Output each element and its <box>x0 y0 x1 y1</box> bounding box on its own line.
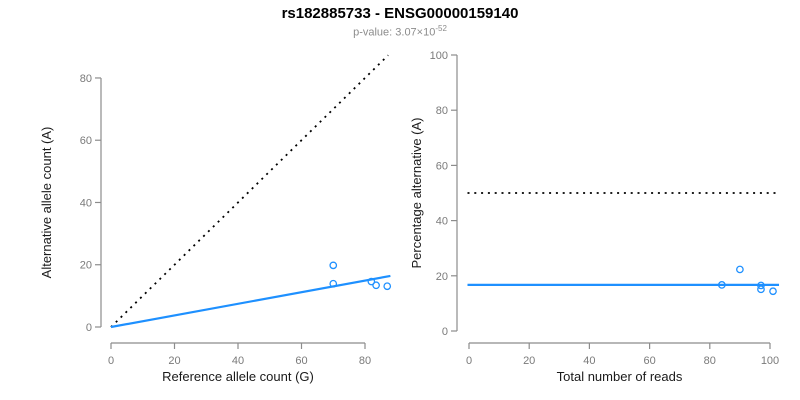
y-tick-label: 0 <box>442 326 448 338</box>
x-tick-label: 20 <box>523 355 535 367</box>
data-point <box>383 282 392 291</box>
data-point <box>329 279 338 288</box>
x-tick-label: 80 <box>359 355 371 367</box>
data-point <box>736 265 744 274</box>
x-tick-label: 60 <box>643 355 655 367</box>
data-point <box>329 261 338 270</box>
x-tick-label: 0 <box>108 355 114 367</box>
data-point <box>757 281 765 290</box>
x-tick-label: 60 <box>295 355 307 367</box>
x-axis-title: Reference allele count (G) <box>162 369 314 384</box>
y-tick-label: 20 <box>80 260 92 272</box>
y-tick-label: 60 <box>436 160 448 172</box>
data-point <box>769 287 777 296</box>
data-point <box>372 281 380 290</box>
x-tick-label: 40 <box>583 355 595 367</box>
y-tick-label: 20 <box>436 271 448 283</box>
figure-title: rs182885733 - ENSG00000159140 <box>281 5 519 22</box>
y-tick-label: 80 <box>80 73 92 85</box>
y-tick-label: 100 <box>430 50 448 62</box>
y-tick-label: 0 <box>86 322 92 334</box>
panel-right: 0 20 40 60 80 100 0 20 40 60 80 100 Total number of … <box>409 50 779 384</box>
x-tick-label: 100 <box>761 355 779 367</box>
data-point <box>757 285 765 294</box>
y-tick-label: 40 <box>80 197 92 209</box>
x-tick-label: 20 <box>168 355 180 367</box>
data-point <box>367 277 376 286</box>
x-axis-title: Total number of reads <box>557 369 683 384</box>
data-point <box>717 281 726 289</box>
y-tick-label: 80 <box>436 105 448 117</box>
regression-line <box>110 274 391 329</box>
panel-left: 0 20 40 60 80 0 20 40 60 80 Reference allele count… <box>39 54 392 384</box>
y-tick-label: 40 <box>436 216 448 228</box>
y-axis-title: Alternative allele count (A) <box>39 127 54 279</box>
y-axis-title: Percentage alternative (A) <box>409 117 424 268</box>
x-tick-label: 0 <box>466 355 472 367</box>
subtitle-text: p-value: 3.07×10 <box>353 26 436 39</box>
figure-subtitle: p-value: 3.07×10-52 <box>0 24 800 39</box>
subtitle-exponent: -52 <box>435 24 447 33</box>
identity-line <box>110 54 389 328</box>
x-tick-label: 80 <box>704 355 716 367</box>
y-tick-label: 60 <box>80 135 92 147</box>
x-tick-label: 40 <box>232 355 244 367</box>
